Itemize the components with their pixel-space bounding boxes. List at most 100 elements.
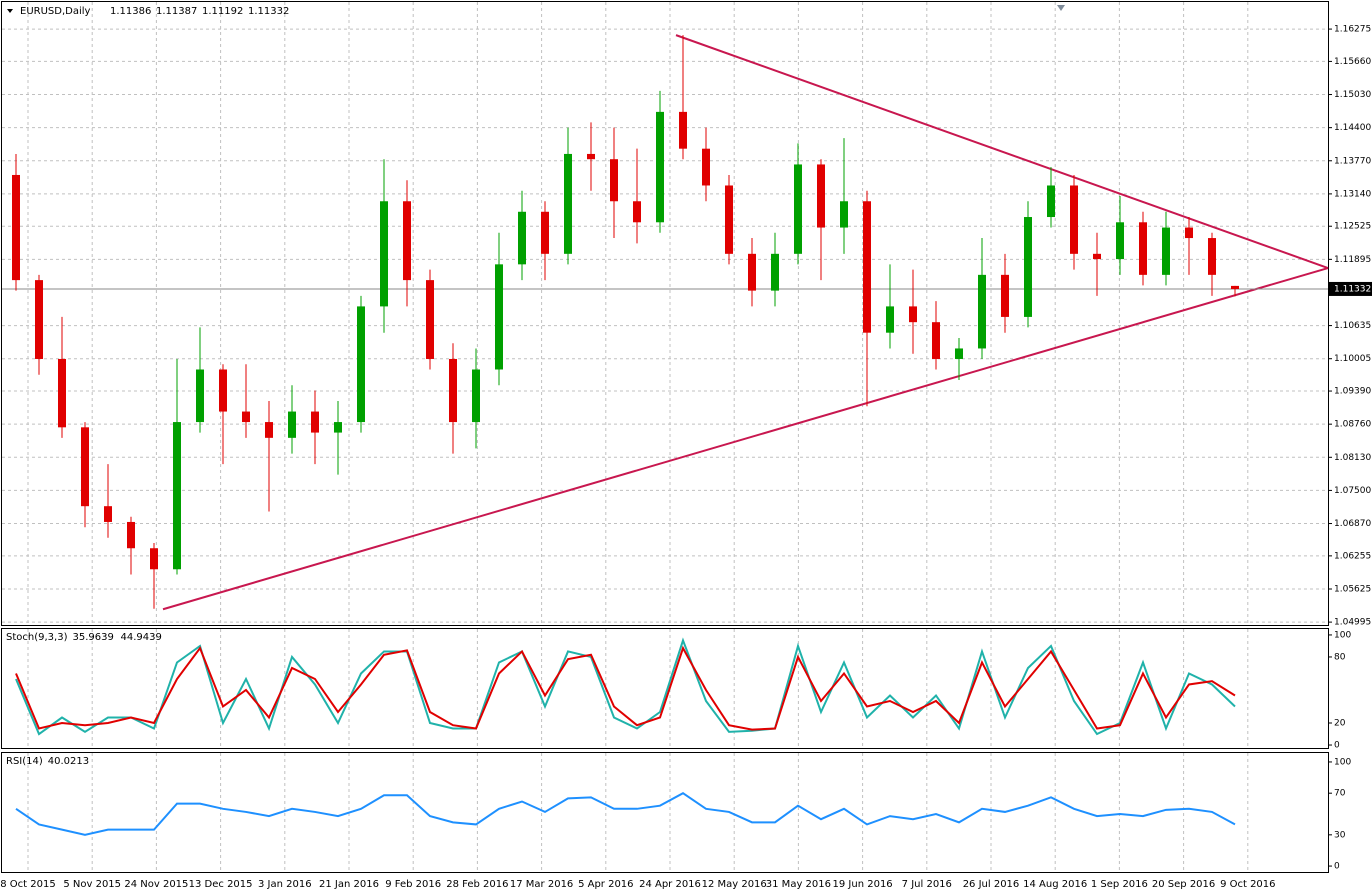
x-tick-label: 26 Jul 2016	[963, 879, 1020, 890]
last-price-tag	[1329, 281, 1372, 296]
header-value: 1.11387	[156, 6, 197, 17]
y-tick-label: 1.04995	[1334, 618, 1371, 628]
candle-body	[587, 153, 595, 160]
x-tick-label: 24 Nov 2015	[124, 879, 188, 890]
candle-body	[863, 201, 871, 333]
y-tick-label: 20	[1334, 719, 1346, 729]
x-tick-label: 9 Feb 2016	[385, 879, 441, 890]
candle-body	[35, 280, 43, 359]
candle-body	[1208, 238, 1216, 275]
y-tick-label: 1.06870	[1334, 519, 1371, 529]
candle-body	[955, 348, 963, 359]
candle-body	[978, 274, 986, 349]
x-tick-label: 31 May 2016	[766, 879, 831, 890]
candle-body	[426, 280, 434, 359]
candle-body	[173, 422, 181, 570]
x-tick-label: 20 Sep 2016	[1152, 879, 1215, 890]
trendline	[162, 267, 1329, 611]
y-tick-label: 100	[1334, 757, 1351, 767]
y-tick-label: 1.07500	[1334, 486, 1371, 496]
y-tick-label: 100	[1334, 630, 1351, 640]
candle-body	[794, 164, 802, 254]
candle-body	[495, 264, 503, 370]
menu-arrow[interactable]	[7, 9, 13, 13]
candle-body	[679, 111, 687, 149]
stoch-panel-frame	[1, 628, 1329, 749]
candle-body	[725, 185, 733, 254]
y-tick-label: 1.08760	[1334, 420, 1371, 430]
candle-body	[702, 148, 710, 186]
candle-body	[1024, 217, 1032, 317]
candle-body	[656, 111, 664, 223]
indicator-line	[15, 792, 1236, 836]
x-tick-label: 5 Apr 2016	[578, 879, 633, 890]
shift-marker	[1057, 5, 1065, 11]
candle-body	[932, 322, 940, 359]
candle-body	[472, 369, 480, 423]
candle-body	[449, 358, 457, 423]
x-tick-label: 19 Jun 2016	[833, 879, 893, 890]
chart-title: EURUSD,Daily	[20, 6, 91, 17]
candle-body	[196, 369, 204, 423]
x-tick-label: 1 Sep 2016	[1091, 879, 1148, 890]
x-tick-label: 7 Jul 2016	[902, 879, 952, 890]
candle-body	[541, 211, 549, 254]
trendline	[675, 34, 1329, 269]
candle-body	[817, 164, 825, 228]
rsi-panel-frame	[1, 752, 1329, 873]
panel-title: RSI(14)	[6, 756, 43, 767]
x-tick-label: 5 Nov 2015	[63, 879, 121, 890]
candle-body	[380, 201, 388, 307]
y-tick-label: 70	[1334, 789, 1346, 799]
candle-body	[1093, 253, 1101, 260]
candle-body	[840, 201, 848, 228]
candle-body	[1116, 222, 1124, 260]
candle-body	[1185, 227, 1193, 239]
panel-title: Stoch(9,3,3)	[6, 632, 68, 643]
candle-body	[564, 153, 572, 254]
y-tick-label: 1.12525	[1334, 222, 1371, 232]
x-tick-label: 8 Oct 2015	[0, 879, 55, 890]
x-tick-label: 24 Apr 2016	[639, 879, 701, 890]
x-tick-label: 9 Oct 2016	[1220, 879, 1275, 890]
y-tick-label: 1.14400	[1334, 123, 1371, 133]
y-tick-label: 1.11895	[1334, 255, 1371, 265]
y-tick-label: 1.05625	[1334, 584, 1371, 594]
y-tick-label: 30	[1334, 830, 1346, 840]
candle-body	[219, 369, 227, 412]
candle-body	[909, 306, 917, 323]
x-tick-label: 21 Jan 2016	[319, 879, 379, 890]
candle-body	[633, 201, 641, 223]
y-tick-label: 1.08130	[1334, 453, 1371, 463]
candle-body	[748, 253, 756, 291]
x-tick-label: 17 Mar 2016	[510, 879, 573, 890]
candle-body	[1001, 274, 1009, 317]
candle-body	[242, 411, 250, 423]
y-tick-label: 1.10635	[1334, 321, 1371, 331]
y-tick-label: 1.15660	[1334, 57, 1371, 67]
candle-body	[104, 506, 112, 522]
y-tick-label: 0	[1334, 741, 1340, 751]
y-tick-label: 1.06255	[1334, 551, 1371, 561]
indicator-line	[15, 645, 1236, 731]
header-value: 1.11332	[248, 6, 289, 17]
header-value: 1.11192	[202, 6, 243, 17]
y-tick-label: 1.16275	[1334, 25, 1371, 35]
candle-body	[1162, 227, 1170, 275]
x-tick-label: 14 Aug 2016	[1023, 879, 1087, 890]
y-tick-label: 1.10005	[1334, 354, 1371, 364]
candle-body	[81, 427, 89, 507]
candle-body	[1070, 185, 1078, 254]
y-tick-label: 0	[1334, 862, 1340, 872]
candle-body	[357, 306, 365, 423]
x-tick-label: 3 Jan 2016	[258, 879, 312, 890]
header-value: 1.11386	[110, 6, 151, 17]
panel-value: 44.9439	[120, 632, 161, 643]
price-panel-frame	[1, 1, 1329, 626]
candle-body	[265, 422, 273, 438]
candle-body	[771, 253, 779, 291]
y-tick-label: 1.13140	[1334, 189, 1371, 199]
candle-body	[610, 159, 618, 202]
